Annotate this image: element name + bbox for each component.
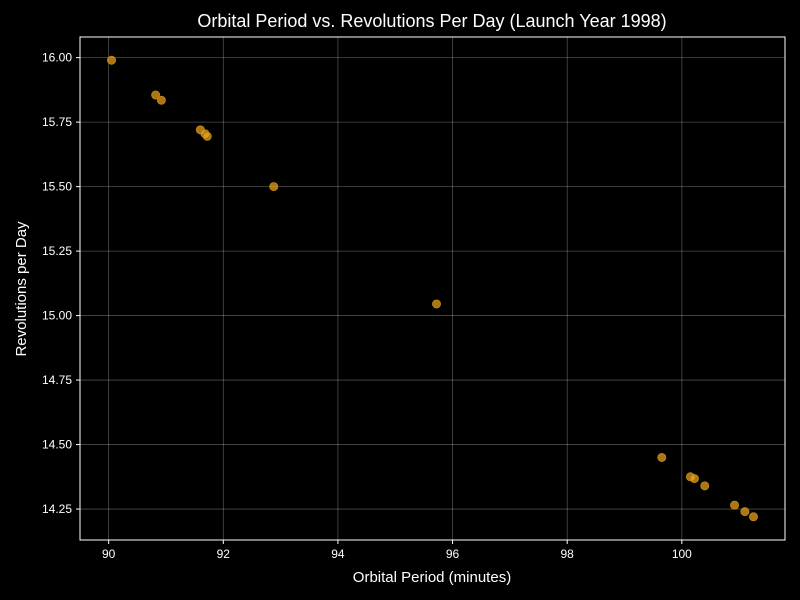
y-tick-label: 15.00 [42, 309, 72, 323]
x-tick-label: 100 [672, 547, 692, 561]
data-point [151, 90, 161, 100]
data-point [269, 182, 279, 192]
data-point [202, 131, 212, 141]
x-tick-label: 96 [446, 547, 460, 561]
data-point [689, 474, 699, 484]
chart-title: Orbital Period vs. Revolutions Per Day (… [197, 11, 666, 31]
plot-frame [79, 36, 786, 541]
x-tick-label: 92 [217, 547, 231, 561]
data-point [748, 512, 758, 522]
y-tick-label: 15.75 [42, 115, 72, 129]
y-tick-label: 15.25 [42, 244, 72, 258]
data-point [740, 507, 750, 517]
data-point [700, 481, 710, 491]
x-tick-label: 94 [331, 547, 345, 561]
y-axis-title: Revolutions per Day [13, 221, 30, 357]
x-axis-title: Orbital Period (minutes) [353, 569, 511, 586]
data-point [730, 500, 740, 510]
grid [80, 37, 785, 540]
axis-ticks: 90 92 94 96 98 100 14.25 14.50 14.75 15.00 15.25 15… [42, 51, 692, 561]
y-tick-label: 14.50 [42, 438, 72, 452]
data-point [432, 299, 442, 309]
data-point [156, 95, 166, 105]
data-point [657, 452, 667, 462]
y-tick-label: 14.25 [42, 502, 72, 516]
y-tick-label: 14.75 [42, 373, 72, 387]
x-tick-label: 98 [561, 547, 575, 561]
y-tick-label: 16.00 [42, 51, 72, 65]
data-points [107, 55, 758, 522]
data-point [107, 55, 117, 65]
y-tick-label: 15.50 [42, 180, 72, 194]
x-tick-label: 90 [102, 547, 116, 561]
